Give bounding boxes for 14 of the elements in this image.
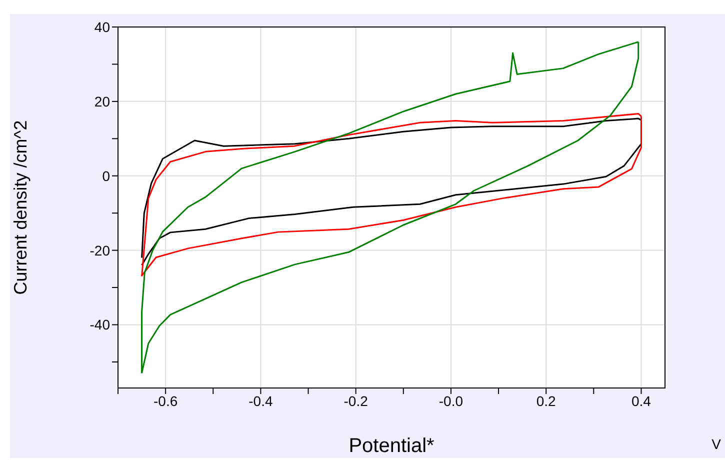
x-tick-label: -0.4: [248, 392, 273, 409]
x-tick-label: -0.0: [438, 392, 464, 409]
y-tick-label: -20: [90, 242, 110, 258]
y-tick-label: 0: [102, 168, 110, 184]
x-tick-label: 0.4: [631, 392, 652, 409]
y-tick-label: 40: [94, 19, 110, 35]
x-tick-label: -0.6: [154, 392, 178, 409]
x-tick-label: -0.2: [344, 392, 368, 409]
y-axis-title: Current density /cm^2: [10, 120, 30, 295]
y-tick-label: -40: [90, 316, 110, 333]
x-axis-title: Potential*: [348, 435, 435, 457]
x-tick-label: 0.2: [536, 392, 556, 409]
y-tick-label: 20: [94, 93, 110, 110]
text: V: [712, 436, 721, 452]
